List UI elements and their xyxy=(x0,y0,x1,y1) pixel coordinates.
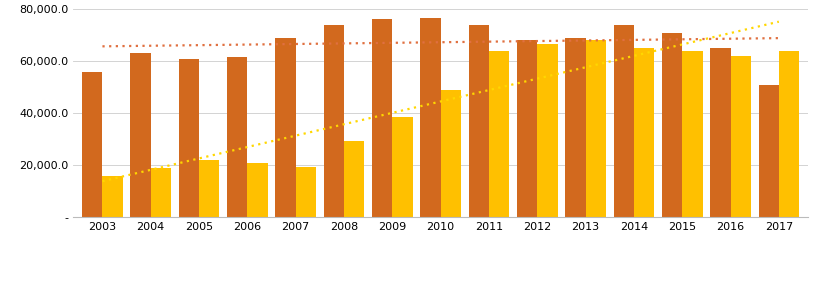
Bar xyxy=(662,33,682,217)
Bar xyxy=(730,56,751,217)
Bar xyxy=(759,85,778,217)
Bar xyxy=(82,72,103,217)
Bar xyxy=(295,167,316,217)
Bar xyxy=(247,163,268,217)
Bar xyxy=(344,141,364,217)
Bar xyxy=(179,59,199,217)
Bar xyxy=(392,117,413,217)
Bar xyxy=(565,38,586,217)
Bar xyxy=(441,90,461,217)
Bar xyxy=(103,176,122,217)
Bar xyxy=(634,48,654,217)
Bar xyxy=(372,20,392,217)
Bar xyxy=(517,40,537,217)
Bar xyxy=(710,48,730,217)
Bar xyxy=(275,38,295,217)
Bar xyxy=(537,44,557,217)
Bar xyxy=(131,53,151,217)
Bar xyxy=(468,25,489,217)
Bar xyxy=(151,168,171,217)
Bar xyxy=(778,51,799,217)
Bar xyxy=(614,25,634,217)
Bar xyxy=(489,51,509,217)
Bar xyxy=(324,25,344,217)
Bar xyxy=(682,51,703,217)
Bar xyxy=(586,40,606,217)
Bar xyxy=(227,57,247,217)
Bar xyxy=(199,160,220,217)
Bar xyxy=(420,18,441,217)
